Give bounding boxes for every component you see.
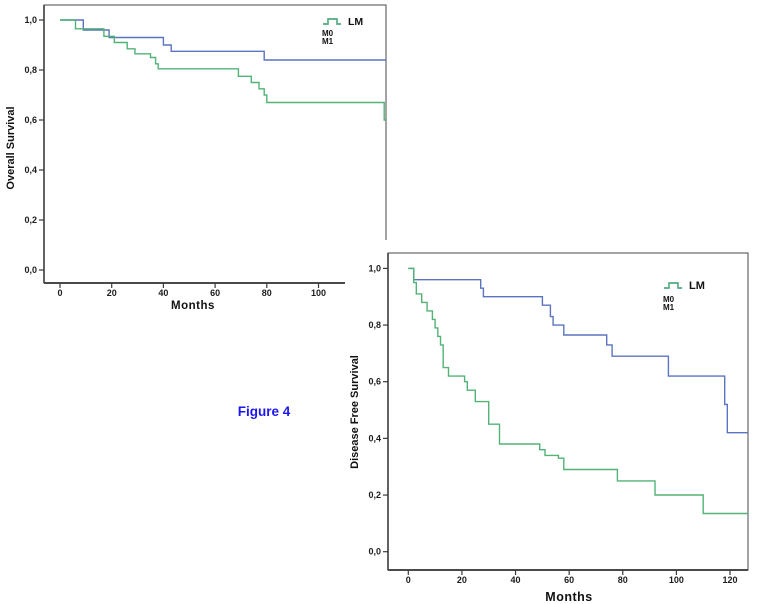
km-curve-m1 (408, 267, 748, 515)
y-tick-label: 0,0 (24, 265, 37, 275)
x-tick-label: 20 (457, 575, 467, 585)
x-tick-label: 40 (511, 575, 521, 585)
y-tick-label: 0,2 (24, 215, 37, 225)
km-curve-m0 (60, 19, 386, 61)
m1-step-line-icon (323, 18, 341, 25)
disease-free-survival-x-axis-title: Months (545, 590, 593, 604)
y-tick-label: 0,6 (24, 115, 37, 125)
y-tick-label: 0,8 (368, 320, 381, 330)
x-tick-label: 0 (57, 288, 62, 298)
legend-label-m0: M0 (322, 29, 334, 38)
disease-free-survival-legend: LM M0 M1 (663, 280, 735, 312)
y-tick-label: 0,6 (368, 377, 381, 387)
legend-label-m1: M1 (663, 303, 675, 312)
x-tick-label: 20 (107, 288, 117, 298)
disease-free-survival-plot: 1,0 0,8 0,6 0,4 0,2 0,0 0 20 40 60 80 100 120 (368, 252, 749, 585)
overall-survival-y-axis-title: Overall Survival (5, 106, 17, 190)
figure-caption: Figure 4 (237, 404, 291, 419)
legend-entry-m1: M1 (322, 18, 394, 46)
legend-label-m1: M1 (322, 37, 334, 46)
m1-step-line-icon (664, 282, 682, 289)
y-tick-label: 0,4 (24, 165, 37, 175)
overall-survival-plot: 1,0 0,8 0,6 0,4 0,2 0,0 0 20 40 60 80 100 (24, 4, 387, 298)
x-tick-label: 100 (311, 288, 326, 298)
legend-label-m0: M0 (663, 295, 675, 304)
legend-title: LM (689, 280, 705, 292)
y-tick-label: 0,4 (368, 433, 381, 443)
disease-free-survival-chart: 1,0 0,8 0,6 0,4 0,2 0,0 0 20 40 60 80 100 120 Diseas… (345, 240, 761, 604)
y-tick-label: 0,0 (368, 547, 381, 557)
x-tick-label: 40 (158, 288, 168, 298)
overall-survival-chart: 1,0 0,8 0,6 0,4 0,2 0,0 0 20 40 60 80 100 Overall S… (0, 0, 392, 320)
x-tick-label: 0 (406, 575, 411, 585)
x-tick-label: 60 (210, 288, 220, 298)
x-tick-label: 60 (564, 575, 574, 585)
km-curve-m0 (408, 267, 748, 434)
y-tick-label: 0,2 (368, 490, 381, 500)
overall-survival-x-axis-title: Months (171, 300, 215, 312)
km-curve-m1 (60, 19, 386, 121)
disease-free-survival-y-axis-title: Disease Free Survival (349, 355, 361, 469)
y-tick-label: 1,0 (368, 263, 381, 273)
x-tick-label: 100 (669, 575, 684, 585)
legend-entry-m1: M1 (663, 282, 735, 312)
x-tick-label: 80 (262, 288, 272, 298)
x-tick-label: 120 (723, 575, 738, 585)
plot-frame (43, 4, 387, 284)
legend-title: LM (348, 16, 364, 28)
x-tick-label: 80 (618, 575, 628, 585)
y-tick-label: 1,0 (24, 15, 37, 25)
overall-survival-legend: LM M0 M1 (322, 16, 394, 46)
y-tick-label: 0,8 (24, 65, 37, 75)
